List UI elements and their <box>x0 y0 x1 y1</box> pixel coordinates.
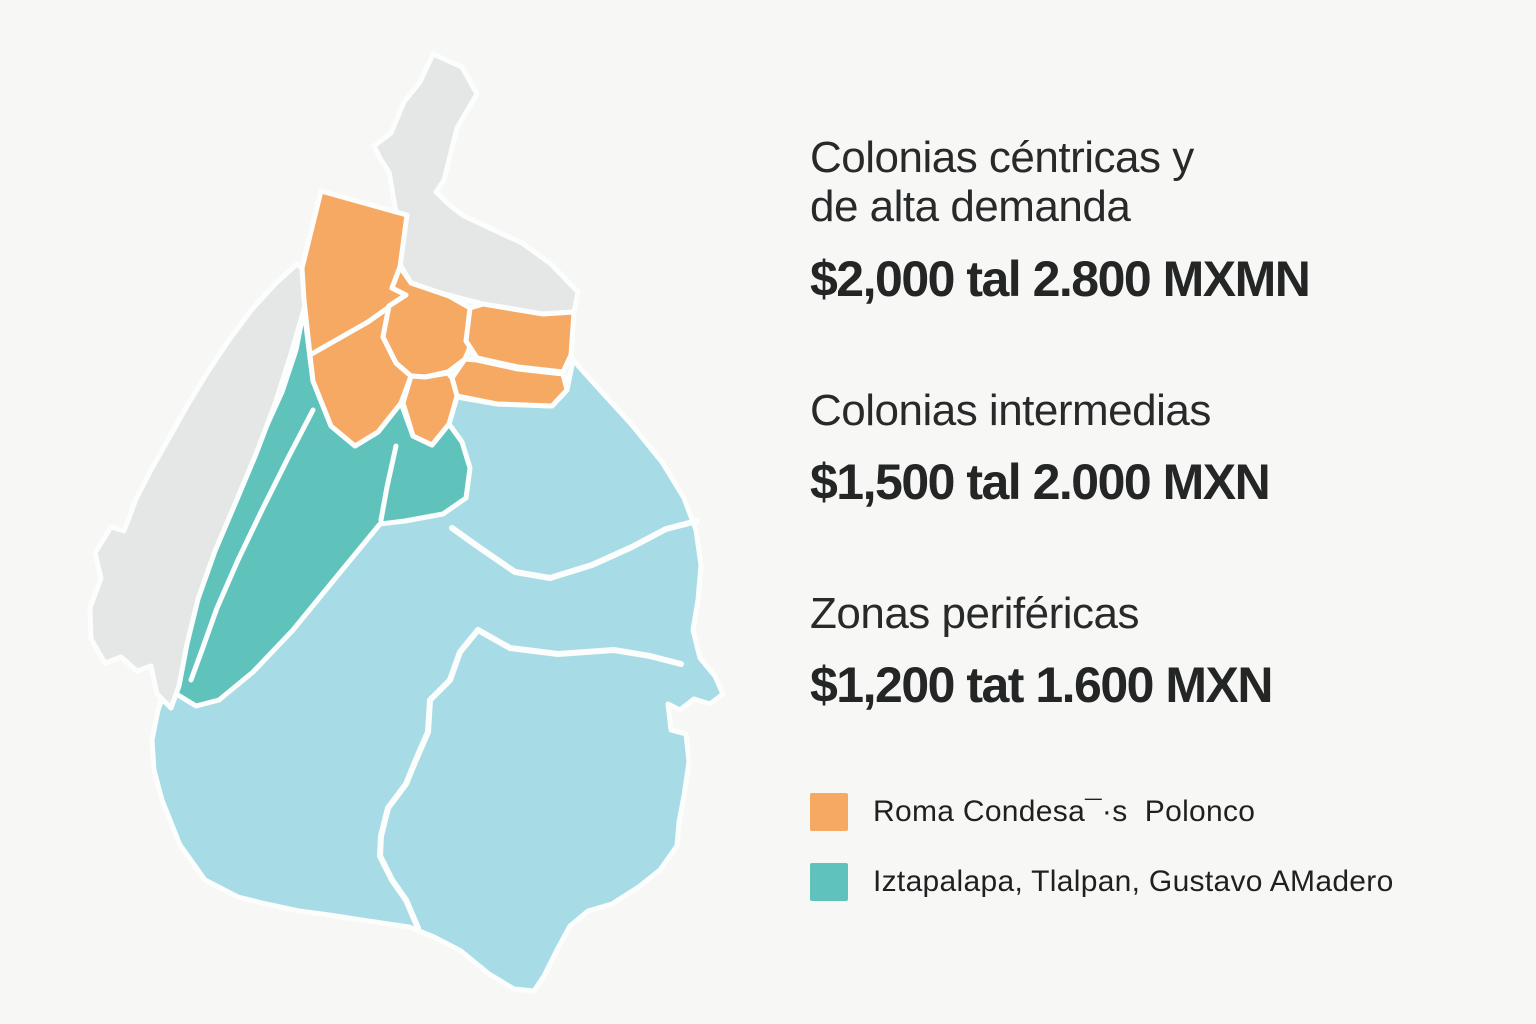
cdmx-map-svg <box>87 54 723 991</box>
tier-peripheral-price: $1,200 tat 1.600 MXN <box>810 657 1273 714</box>
border-southeast-top <box>475 627 684 667</box>
legend-label-peripheral: Iztapalapa, Tlalpan, Gustavo AMadero <box>873 865 1394 899</box>
region-benito-juarez <box>400 370 460 448</box>
pricing-tier-intermediate: Colonias intermedias $1,500 tal 2.000 MX… <box>810 386 1490 510</box>
border-teal-lobe-split <box>378 443 399 523</box>
legend-row-peripheral: Iztapalapa, Tlalpan, Gustavo AMadero <box>810 863 1490 902</box>
border-iztapalapa-south <box>449 518 700 581</box>
legend-row-central: Roma Condesa¯·s Polonco <box>810 793 1490 832</box>
region-west-gray-strip <box>87 261 315 711</box>
legend-swatch-orange <box>810 793 848 832</box>
tier-peripheral-title: Zonas periféricas <box>810 588 1139 638</box>
pricing-tier-peripheral: Zonas periféricas $1,200 tat 1.600 MXN <box>810 589 1490 713</box>
border-southeast-zigzag <box>377 627 481 931</box>
tier-central-title: Colonias céntricas y de alta demanda <box>810 133 1194 232</box>
border-teal-band-split <box>188 407 316 683</box>
pricing-panel: Colonias céntricas y de alta demanda $2,… <box>810 133 1490 902</box>
tier-intermediate-price: $1,500 tal 2.000 MXN <box>810 453 1271 510</box>
legend-swatch-teal <box>810 863 848 902</box>
legend-label-central: Roma Condesa¯·s Polonco <box>873 795 1256 829</box>
region-venustiano-carranza <box>463 301 577 375</box>
map-legend: Roma Condesa¯·s Polonco Iztapalapa, Tlal… <box>810 793 1490 902</box>
tier-central-price: $2,000 tal 2.800 MXMN <box>810 250 1311 307</box>
tier-intermediate-title: Colonias intermedias <box>810 385 1211 435</box>
cdmx-map <box>87 54 723 991</box>
pricing-tier-central: Colonias céntricas y de alta demanda $2,… <box>810 133 1490 307</box>
